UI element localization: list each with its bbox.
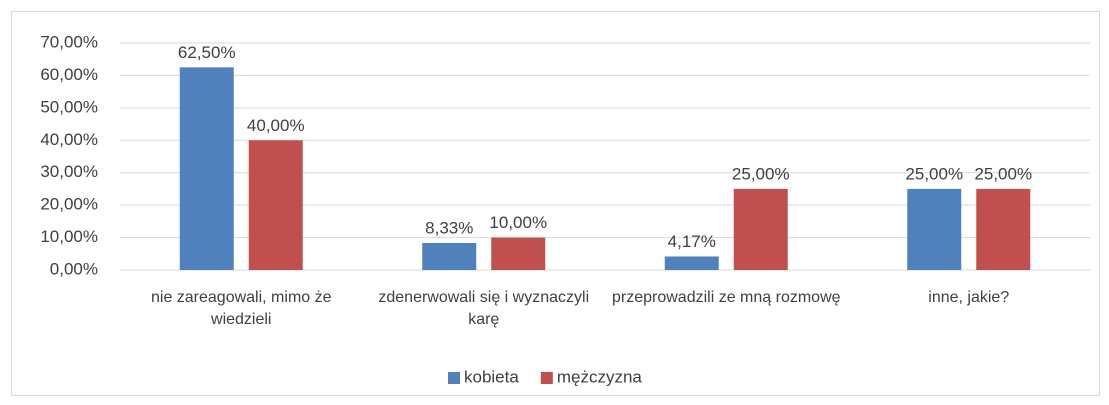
bar [976, 188, 1031, 270]
bar [907, 188, 962, 270]
x-tick-label: przeprowadzili ze mną rozmowę [611, 289, 841, 306]
data-label: 62,50% [178, 43, 236, 62]
bar [664, 256, 719, 270]
data-label: 40,00% [247, 116, 305, 135]
x-tick-label: inne, jakie? [928, 289, 1010, 306]
y-tick-label: 10,00% [40, 227, 98, 246]
y-tick-label: 0,00% [50, 259, 98, 278]
data-label: 25,00% [974, 164, 1032, 183]
data-label: 4,17% [668, 232, 716, 251]
bar [248, 140, 303, 270]
bar [422, 242, 477, 270]
y-tick-label: 60,00% [40, 65, 98, 84]
data-label: 25,00% [905, 164, 963, 183]
data-label: 10,00% [489, 213, 547, 232]
x-tick-label: zdenerwowali się i wyznaczyli karę [378, 289, 590, 328]
data-label: 8,33% [425, 218, 473, 237]
bar [491, 237, 546, 270]
y-tick-label: 70,00% [40, 32, 98, 51]
y-tick-label: 50,00% [40, 97, 98, 116]
bar [733, 188, 788, 270]
y-tick-label: 20,00% [40, 195, 98, 214]
y-tick-label: 40,00% [40, 130, 98, 149]
bar [179, 67, 234, 270]
legend-label: kobieta [464, 367, 519, 386]
legend-label: mężczyzna [557, 367, 643, 386]
x-tick-label: nie zareagowali, mimo że wiedzieli [150, 289, 332, 328]
legend-swatch [448, 372, 460, 384]
legend-swatch [540, 372, 553, 384]
y-tick-label: 30,00% [40, 162, 98, 181]
data-label: 25,00% [732, 164, 790, 183]
